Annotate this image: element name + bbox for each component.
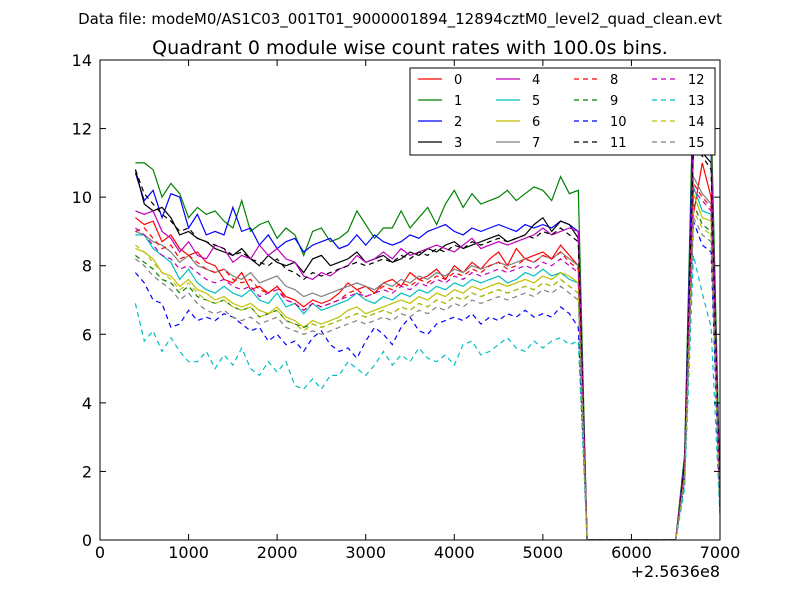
legend-label-3: 3	[454, 136, 462, 151]
series-line-8	[135, 181, 720, 540]
legend-label-12: 12	[688, 73, 705, 88]
series-line-6	[135, 193, 720, 540]
legend-label-2: 2	[454, 115, 462, 130]
legend-label-8: 8	[610, 73, 618, 88]
series-line-5	[135, 186, 720, 540]
series-line-7	[135, 174, 720, 540]
y-tick-label: 6	[82, 325, 92, 344]
x-tick-label: 7000	[700, 543, 741, 562]
y-tick-label: 0	[82, 531, 92, 550]
legend-label-1: 1	[454, 94, 462, 109]
legend-label-10: 10	[610, 115, 627, 130]
y-tick-label: 2	[82, 462, 92, 481]
legend-label-13: 13	[688, 94, 705, 109]
legend-label-0: 0	[454, 73, 462, 88]
legend-label-9: 9	[610, 94, 618, 109]
legend-label-15: 15	[688, 136, 705, 151]
y-tick-label: 12	[72, 120, 92, 139]
axes-frame	[99, 59, 721, 541]
plot-area	[134, 80, 720, 540]
series-line-12	[135, 188, 720, 540]
series-line-9	[135, 203, 720, 540]
legend-label-4: 4	[532, 73, 540, 88]
legend-label-5: 5	[532, 94, 540, 109]
legend-frame	[409, 67, 716, 156]
y-tick-label: 8	[82, 257, 92, 276]
legend-label-6: 6	[532, 115, 540, 130]
series-line-0	[135, 162, 720, 540]
chart-title: Quadrant 0 module wise count rates with …	[152, 37, 668, 59]
y-tick-label: 14	[72, 51, 92, 70]
x-tick-label: 5000	[522, 543, 563, 562]
legend-label-11: 11	[610, 136, 627, 151]
series-line-15	[135, 215, 720, 540]
series-line-2	[134, 111, 720, 540]
series-line-4	[135, 123, 720, 540]
series-line-1	[135, 80, 720, 540]
legend-label-14: 14	[688, 115, 705, 130]
x-tick-label: 2000	[257, 543, 298, 562]
chart-suptitle: Data file: modeM0/AS1C03_001T01_90000018…	[78, 10, 722, 29]
x-tick-label: 6000	[611, 543, 652, 562]
legend-label-7: 7	[532, 136, 540, 151]
y-tick-label: 4	[82, 394, 92, 413]
x-offset-label: +2.5636e8	[631, 562, 720, 581]
x-tick-label: 1000	[168, 543, 209, 562]
series-line-14	[135, 208, 720, 540]
x-tick-label: 3000	[345, 543, 386, 562]
series-line-11	[134, 147, 720, 540]
series-line-3	[134, 144, 720, 540]
x-tick-label: 0	[95, 543, 105, 562]
x-tick-label: 4000	[434, 543, 475, 562]
series-line-13	[134, 255, 720, 540]
y-tick-label: 10	[72, 188, 92, 207]
